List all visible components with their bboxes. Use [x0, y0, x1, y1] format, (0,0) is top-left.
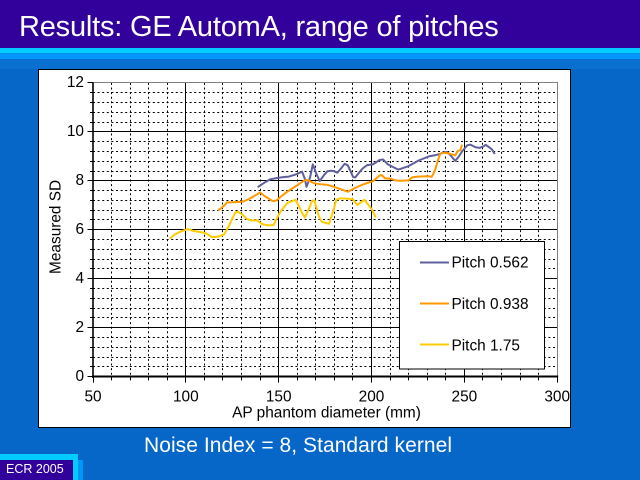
svg-text:2: 2	[75, 319, 84, 336]
svg-text:0: 0	[75, 368, 84, 385]
svg-text:Pitch 0.562: Pitch 0.562	[452, 254, 529, 271]
svg-text:Pitch 0.938: Pitch 0.938	[452, 296, 529, 313]
svg-text:200: 200	[359, 388, 385, 405]
svg-text:AP phantom diameter (mm): AP phantom diameter (mm)	[232, 404, 421, 421]
svg-text:6: 6	[75, 221, 84, 238]
svg-text:4: 4	[75, 270, 84, 287]
svg-text:Pitch 1.75: Pitch 1.75	[452, 337, 520, 354]
svg-text:Measured SD: Measured SD	[48, 180, 65, 274]
svg-text:250: 250	[452, 388, 478, 405]
svg-text:10: 10	[67, 123, 84, 140]
svg-text:150: 150	[266, 388, 292, 405]
svg-text:100: 100	[173, 388, 199, 405]
svg-text:50: 50	[84, 388, 101, 405]
svg-text:8: 8	[75, 172, 84, 189]
svg-text:300: 300	[544, 388, 570, 405]
svg-text:12: 12	[67, 74, 84, 91]
